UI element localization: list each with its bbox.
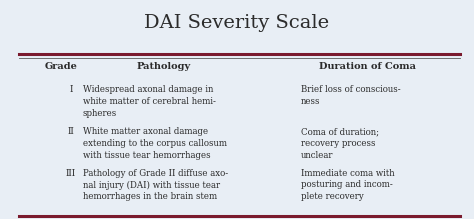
Text: Pathology: Pathology <box>137 62 191 71</box>
Text: White matter axonal damage
extending to the corpus callosum
with tissue tear hem: White matter axonal damage extending to … <box>83 127 227 160</box>
Text: III: III <box>66 169 76 178</box>
Text: Pathology of Grade II diffuse axo-
nal injury (DAI) with tissue tear
hemorrhages: Pathology of Grade II diffuse axo- nal i… <box>83 169 228 201</box>
Text: I: I <box>69 85 73 94</box>
Text: DAI Severity Scale: DAI Severity Scale <box>145 14 329 32</box>
Text: Immediate coma with
posturing and incom-
plete recovery: Immediate coma with posturing and incom-… <box>301 169 395 201</box>
Text: Grade: Grade <box>45 62 78 71</box>
Text: II: II <box>68 127 74 136</box>
Text: Widespread axonal damage in
white matter of cerebral hemi-
spheres: Widespread axonal damage in white matter… <box>83 85 216 118</box>
Text: Coma of duration;
recovery process
unclear: Coma of duration; recovery process uncle… <box>301 127 379 160</box>
Text: Brief loss of conscious-
ness: Brief loss of conscious- ness <box>301 85 401 106</box>
Text: Duration of Coma: Duration of Coma <box>319 62 416 71</box>
